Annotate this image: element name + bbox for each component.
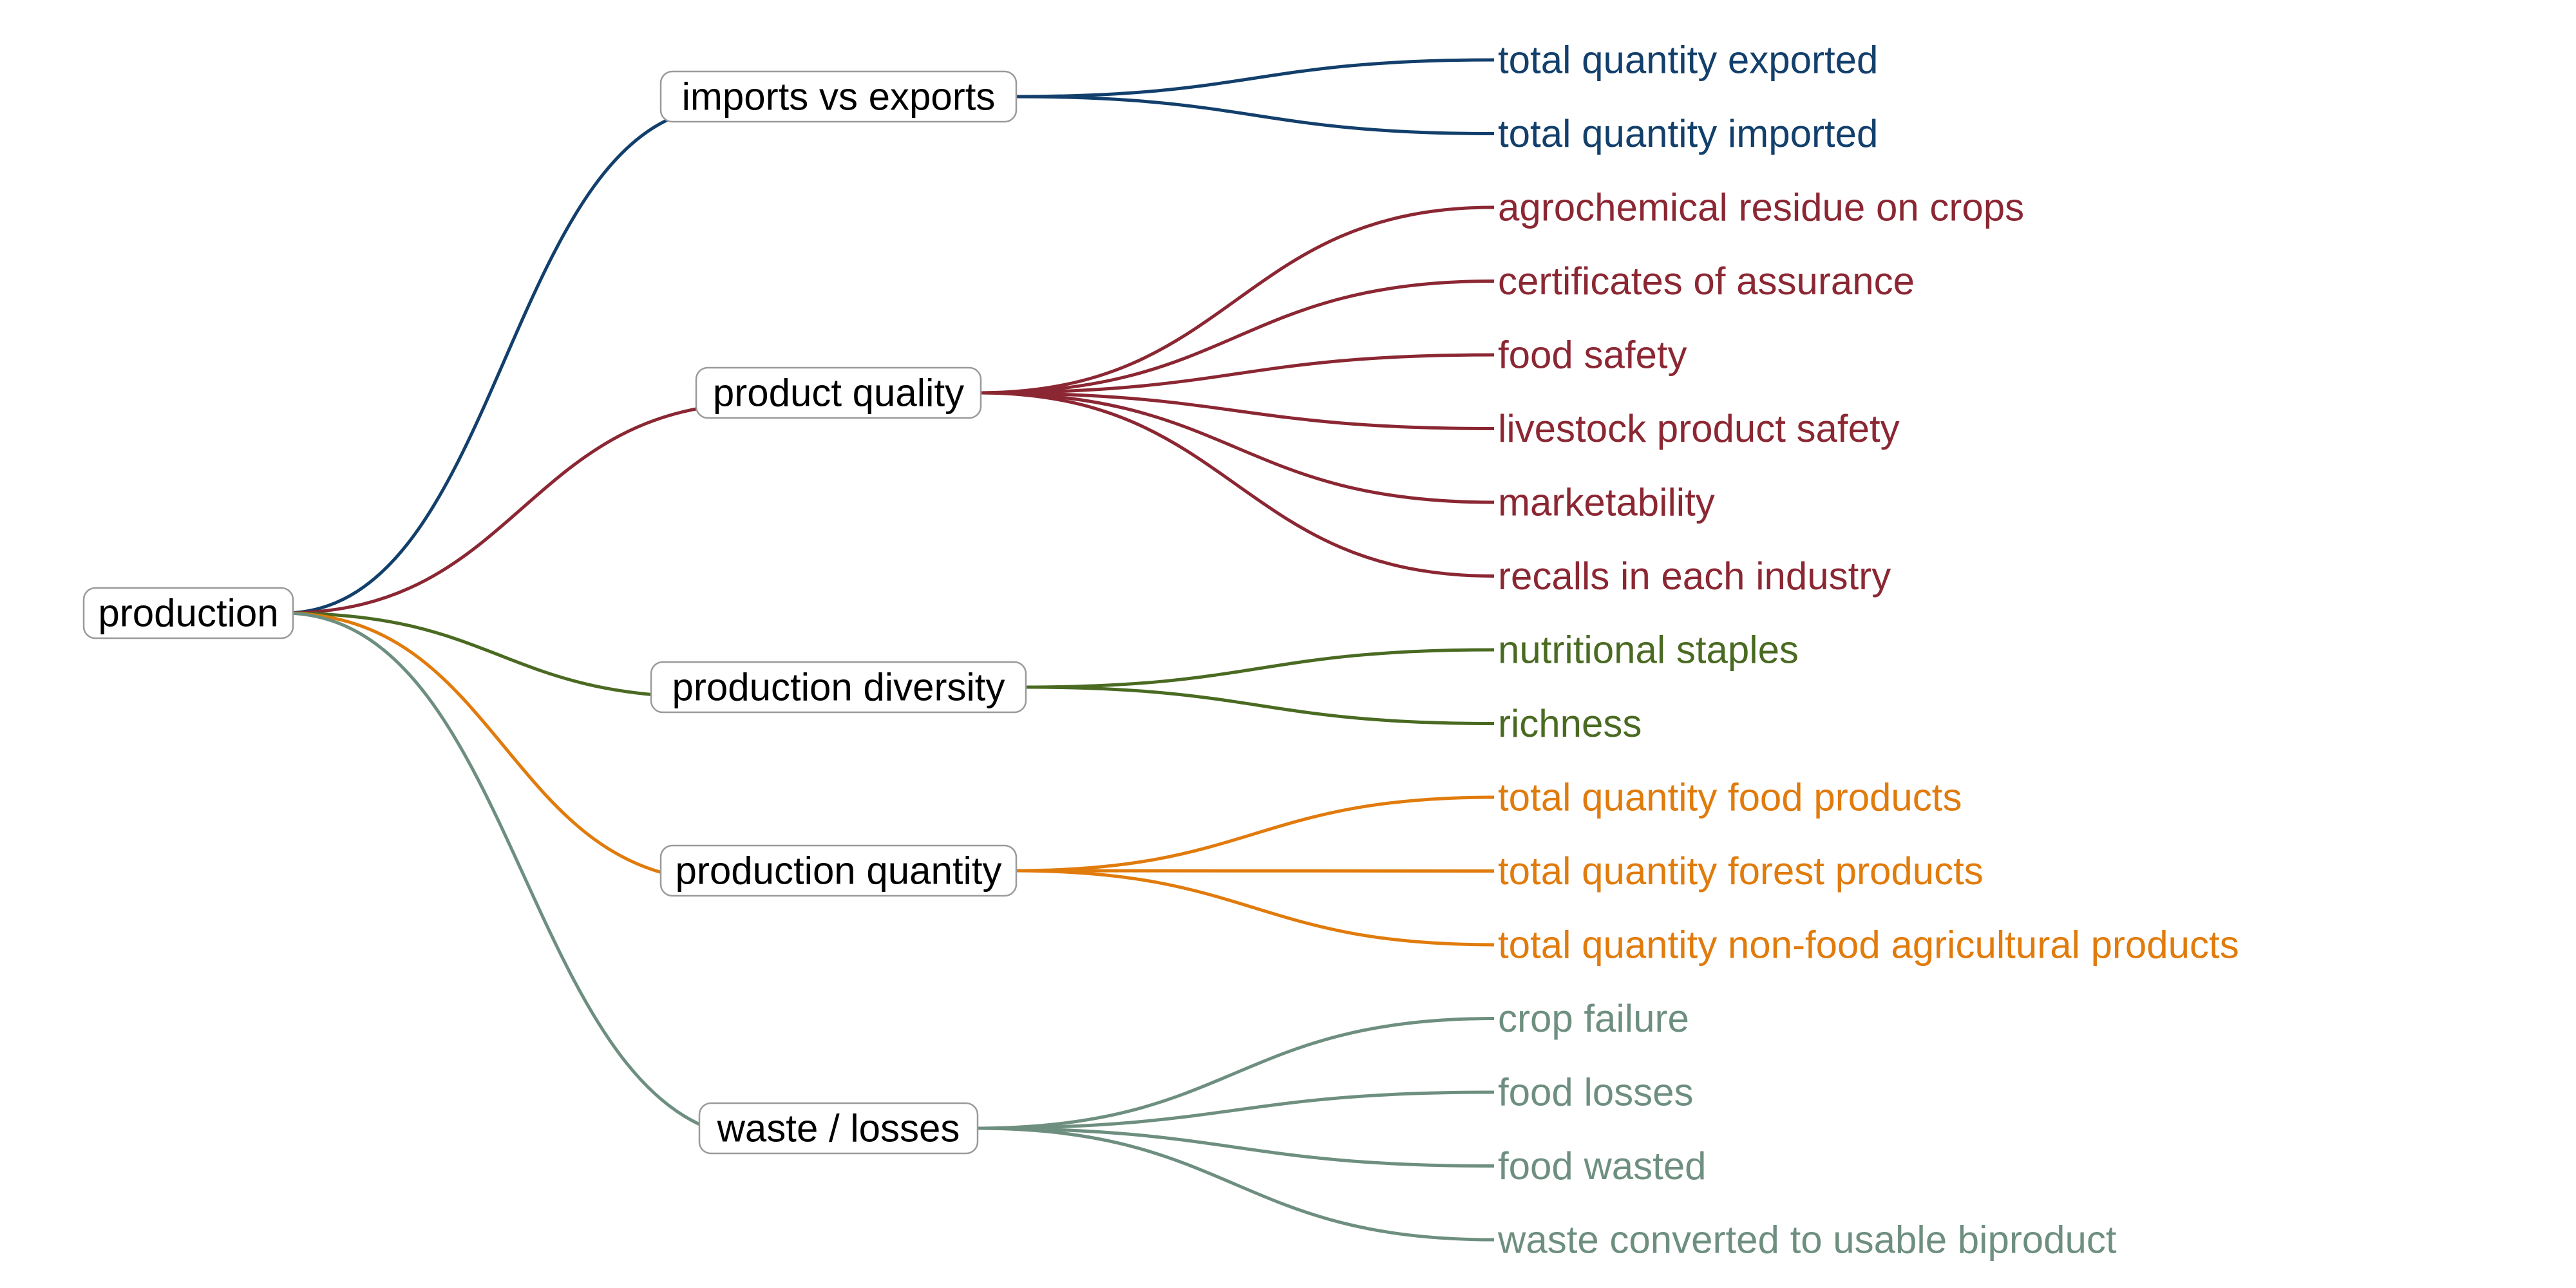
root-node: production [82, 587, 294, 639]
link-waste-converted-to-usable-biproduct [974, 1126, 1495, 1242]
branch-node-product-quality: product quality [695, 366, 982, 419]
link-livestock-product-safety [978, 391, 1495, 430]
leaf-label-food-losses: food losses [1498, 1071, 1694, 1114]
leaf-label-food-wasted: food wasted [1498, 1144, 1707, 1188]
link-food-wasted [974, 1126, 1495, 1168]
leaves-layer: total quantity exported total quantity im… [1497, 39, 2239, 1262]
link-crop-failure [974, 1017, 1495, 1130]
branch-node-box [659, 70, 1018, 123]
link-root-imports-vs-exports [283, 105, 726, 615]
branch-node-box [695, 366, 982, 419]
link-richness [1023, 685, 1495, 725]
leaf-label-food-safety: food safety [1498, 334, 1687, 377]
leaf-label-richness: richness [1498, 702, 1642, 745]
leaf-label-total-quantity-non-food-agricultural-products: total quantity non-food agricultural pro… [1498, 923, 2239, 967]
nodes-layer: production imports vs exports product qua… [82, 70, 1027, 1155]
link-certificates-of-assurance [978, 279, 1495, 395]
leaf-label-crop-failure: crop failure [1498, 997, 1689, 1040]
branch-node-box [659, 844, 1018, 897]
link-root-production-quantity [283, 611, 726, 883]
leaf-label-nutritional-staples: nutritional staples [1498, 629, 1799, 672]
branch-node-waste-losses: waste / losses [698, 1102, 979, 1155]
branch-node-label: imports vs exports [682, 75, 996, 118]
link-root-production-diversity [283, 611, 716, 699]
branch-node-production-quantity: production quantity [659, 844, 1018, 897]
branch-node-box [650, 661, 1027, 714]
leaf-label-total-quantity-forest-products: total quantity forest products [1498, 849, 1984, 893]
branch-node-label: production quantity [675, 849, 1001, 893]
branch-node-label: production diversity [672, 666, 1005, 709]
link-food-safety [978, 353, 1495, 395]
branch-node-label: product quality [713, 372, 964, 415]
link-food-losses [974, 1090, 1495, 1130]
leaf-label-agrochemical-residue-on-crops: agrochemical residue on crops [1498, 186, 2024, 229]
link-recalls-in-each-industry [978, 391, 1495, 578]
link-nutritional-staples [1023, 648, 1495, 689]
links-layer [283, 58, 1495, 1242]
leaf-label-waste-converted-to-usable-biproduct: waste converted to usable biproduct [1497, 1218, 2117, 1262]
branch-node-production-diversity: production diversity [650, 661, 1027, 714]
branch-node-box [698, 1102, 979, 1155]
link-total-quantity-imported [1013, 95, 1495, 135]
link-total-quantity-exported [1013, 58, 1495, 99]
leaf-label-total-quantity-imported: total quantity imported [1498, 112, 1878, 155]
leaf-label-recalls-in-each-industry: recalls in each industry [1498, 554, 1891, 598]
root-node-label: production [98, 592, 278, 635]
link-root-product-quality [283, 401, 761, 615]
link-marketability [978, 391, 1495, 504]
leaf-label-total-quantity-food-products: total quantity food products [1498, 776, 1962, 819]
leaf-label-livestock-product-safety: livestock product safety [1498, 407, 1900, 450]
link-total-quantity-non-food-agricultural-products [1013, 869, 1495, 947]
root-node-box [82, 587, 294, 639]
link-root-waste-losses [283, 611, 764, 1141]
link-total-quantity-food-products [1013, 795, 1495, 873]
branch-node-label: waste / losses [717, 1107, 960, 1150]
leaf-label-certificates-of-assurance: certificates of assurance [1498, 260, 1915, 303]
link-agrochemical-residue-on-crops [978, 205, 1495, 395]
leaf-label-total-quantity-exported: total quantity exported [1498, 39, 1878, 82]
branch-node-imports-vs-exports: imports vs exports [659, 70, 1018, 123]
leaf-label-marketability: marketability [1498, 481, 1715, 524]
